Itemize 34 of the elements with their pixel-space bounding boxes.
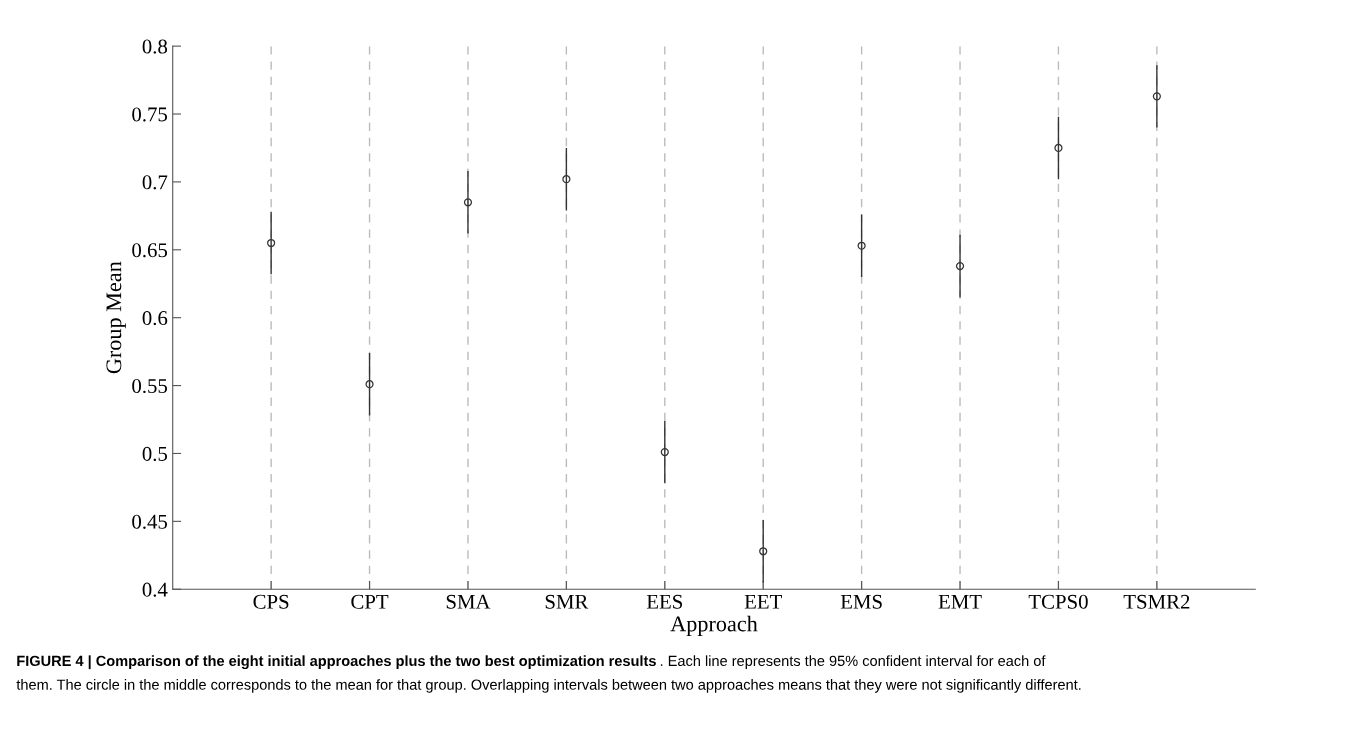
- x-tick-label: TCPS0: [1028, 594, 1088, 609]
- y-tick-label: 0.4: [142, 582, 168, 597]
- point: [759, 547, 768, 556]
- x-tick-label: CPS: [253, 594, 289, 609]
- text: . Each line represents the 95% confident interval for each of: [660, 655, 1046, 669]
- y-tick-label: 0.5: [142, 446, 168, 461]
- x-tick-label: EET: [744, 594, 782, 609]
- y-tick-label: 0.8: [142, 39, 168, 54]
- x-axis-title: Approach: [670, 615, 758, 636]
- y-tick-label: 0.55: [132, 378, 168, 394]
- point: [955, 261, 965, 271]
- x-tick-label: EMT: [938, 594, 982, 609]
- text: them. The circle in the middle corresponds to the mean for that group. Overlapping intervals between two approaches means that they were not significantly different.: [16, 679, 1081, 693]
- y-axis-title: Group Mean: [106, 261, 126, 374]
- x-tick-label: SMR: [545, 594, 589, 609]
- x-tick-label: CPT: [351, 594, 389, 609]
- y-tick-label: 0.65: [132, 243, 168, 258]
- text: FIGURE 4 | Comparison of the eight initial approaches plus the two best optimization results: [17, 655, 656, 670]
- y-tick-label: 0.45: [132, 514, 168, 529]
- y-tick-label: 0.75: [132, 107, 168, 122]
- point: [267, 238, 276, 248]
- y-tick-label: 0.7: [142, 175, 168, 190]
- point: [660, 448, 669, 457]
- x-tick-label: EMS: [840, 594, 882, 609]
- point: [365, 380, 374, 389]
- point: [1152, 92, 1161, 101]
- x-tick-label: TSMR2: [1123, 594, 1190, 609]
- point: [562, 175, 571, 184]
- x-tick-label: SMA: [446, 594, 491, 609]
- y-tick-label: 0.6: [142, 311, 168, 326]
- point: [463, 198, 473, 207]
- point: [1054, 143, 1063, 153]
- x-tick-label: EES: [646, 594, 683, 609]
- point: [857, 241, 866, 250]
